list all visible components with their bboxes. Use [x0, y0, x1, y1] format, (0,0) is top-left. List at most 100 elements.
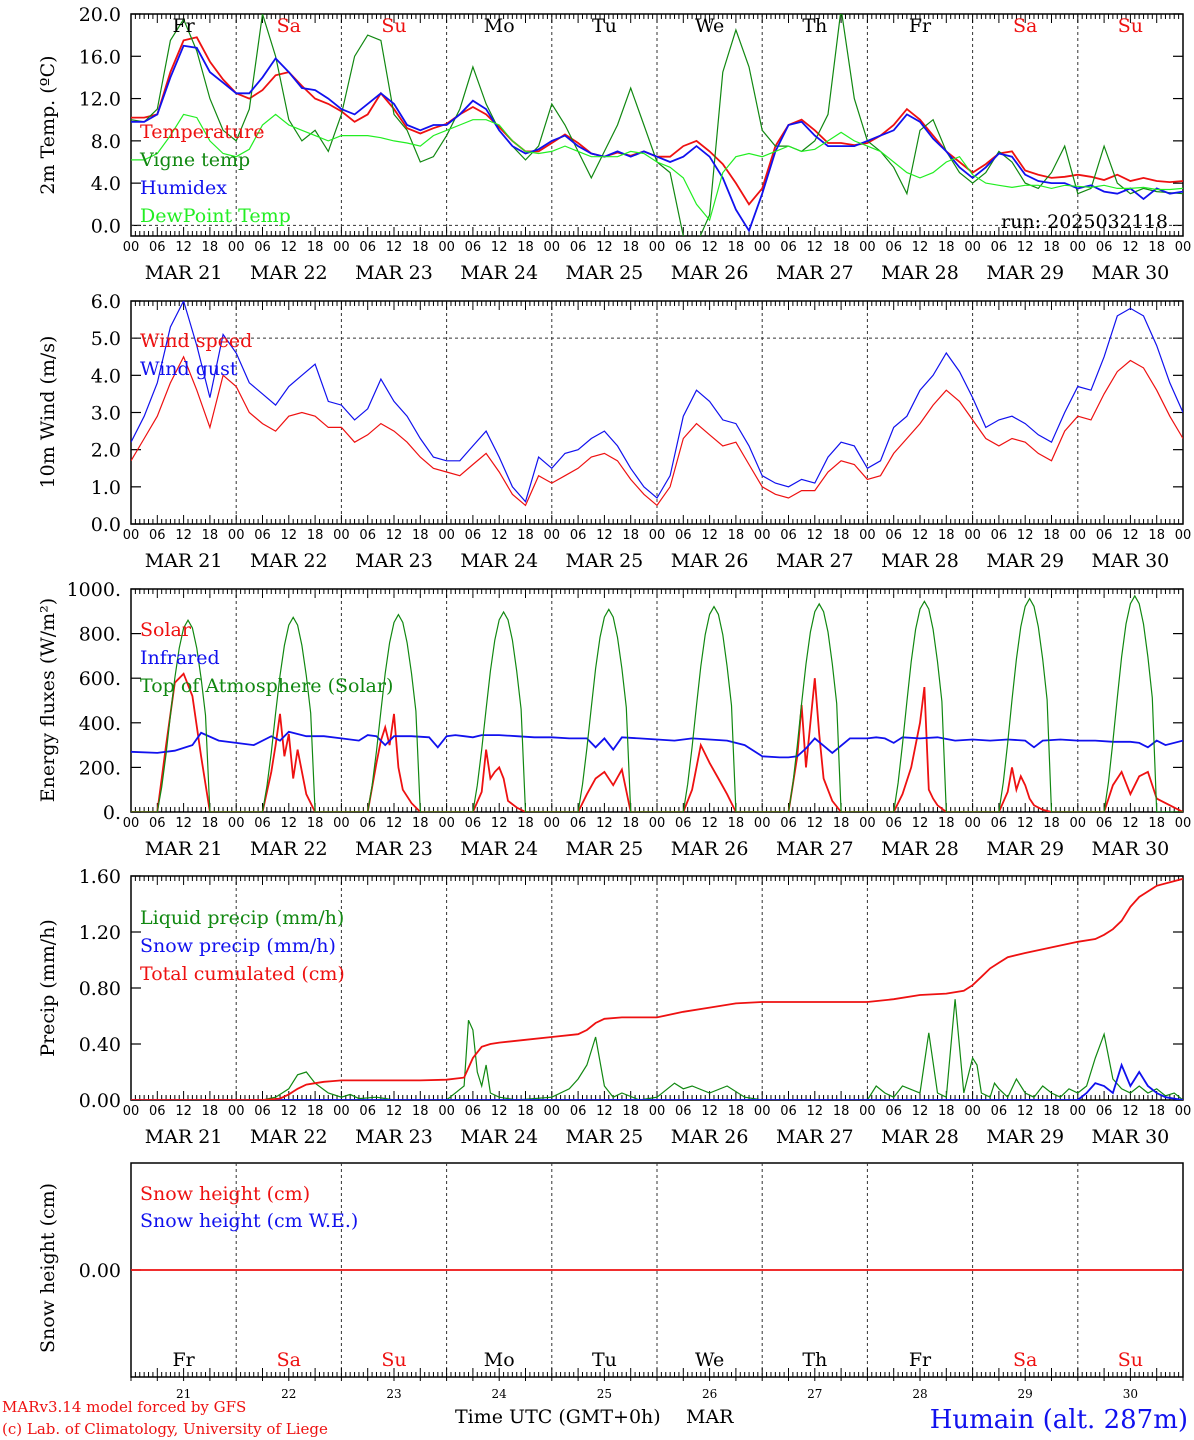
hour-tick-label: 12 — [281, 1104, 298, 1119]
hour-tick-label: 12 — [912, 240, 929, 255]
y-tick-label: 600. — [79, 668, 121, 690]
date-label: MAR 27 — [776, 262, 854, 284]
y-tick-label: 16.0 — [79, 46, 121, 68]
hour-tick-label: 18 — [1148, 1104, 1165, 1119]
hour-tick-label: 06 — [885, 528, 902, 543]
series-wind-speed — [131, 355, 1183, 507]
day-number-label: 22 — [281, 1387, 296, 1401]
y-tick-label: 0.00 — [79, 1260, 121, 1282]
hour-tick-label: 18 — [938, 528, 955, 543]
weekday-label: Su — [1118, 1349, 1143, 1371]
hour-tick-label: 00 — [1175, 240, 1192, 255]
hour-tick-label: 12 — [281, 528, 298, 543]
legend-entry: Wind speed — [140, 330, 252, 352]
hour-tick-label: 18 — [728, 1104, 745, 1119]
hour-tick-label: 06 — [991, 1104, 1008, 1119]
y-tick-label: 400. — [79, 713, 121, 735]
lab-credit: (c) Lab. of Climatology, University of L… — [2, 1420, 328, 1438]
weekday-label: We — [695, 15, 724, 37]
weekday-label: Su — [381, 1349, 406, 1371]
weekday-label: Th — [802, 1349, 827, 1371]
y-axis-label: 2m Temp. (ºC) — [37, 55, 59, 194]
weekday-label: Th — [802, 15, 827, 37]
y-tick-label: 1.60 — [79, 866, 121, 888]
weekday-label: Fr — [909, 1349, 932, 1371]
date-label: MAR 29 — [986, 262, 1064, 284]
day-number-label: 27 — [807, 1387, 822, 1401]
hour-tick-label: 00 — [333, 528, 350, 543]
y-tick-label: 1.0 — [91, 477, 121, 499]
x-axis-title: Time UTC (GMT+0h) — [455, 1406, 661, 1428]
hour-tick-label: 12 — [1122, 240, 1139, 255]
hour-tick-label: 18 — [1043, 1104, 1060, 1119]
panel-2: 0.0 1.0 2.0 3.0 4.0 5.0 6.0 10m Wind (m/s) Wind … — [37, 291, 1191, 572]
hour-tick-label: 00 — [544, 1104, 561, 1119]
hour-tick-label: 06 — [885, 1104, 902, 1119]
footer: MARv3.14 model forced by GFS (c) Lab. of… — [2, 1398, 1188, 1438]
hour-tick-label: 12 — [912, 1104, 929, 1119]
legend-entry: Top of Atmosphere (Solar) — [140, 675, 393, 697]
series-infrared — [131, 730, 1183, 759]
hour-tick-label: 00 — [544, 528, 561, 543]
date-label: MAR 24 — [460, 1126, 538, 1148]
y-tick-label: 1000. — [67, 579, 121, 601]
hour-tick-label: 06 — [991, 528, 1008, 543]
hour-tick-label: 00 — [123, 240, 140, 255]
hour-tick-label: 12 — [701, 240, 718, 255]
date-label: MAR 30 — [1092, 1126, 1170, 1148]
hour-tick-label: 06 — [254, 816, 271, 831]
hour-tick-label: 00 — [649, 816, 666, 831]
hour-tick-label: 12 — [1017, 816, 1034, 831]
day-number-label: 21 — [176, 1387, 191, 1401]
legend-entry: DewPoint Temp — [140, 205, 291, 227]
y-axis-label: Precip (mm/h) — [37, 919, 59, 1057]
hour-tick-label: 18 — [412, 1104, 429, 1119]
weekday-label: Sa — [277, 15, 301, 37]
hour-tick-label: 00 — [754, 240, 771, 255]
series-total-cumulated-cm- — [131, 877, 1183, 1100]
hour-tick-label: 12 — [491, 528, 508, 543]
weekday-label: Fr — [172, 15, 195, 37]
hour-tick-label: 00 — [228, 240, 245, 255]
hour-tick-label: 18 — [307, 1104, 324, 1119]
date-label: MAR 23 — [355, 550, 433, 572]
hour-tick-label: 12 — [596, 240, 613, 255]
weekday-label: Tu — [592, 15, 617, 37]
weekday-label: We — [695, 1349, 724, 1371]
hour-tick-label: 06 — [1096, 240, 1113, 255]
hour-tick-label: 18 — [517, 240, 534, 255]
hour-tick-label: 00 — [438, 816, 455, 831]
date-label: MAR 30 — [1092, 262, 1170, 284]
hour-tick-label: 00 — [1175, 816, 1192, 831]
date-label: MAR 21 — [145, 1126, 223, 1148]
run-label: run: 2025032118 — [1001, 211, 1168, 233]
hour-tick-label: 12 — [912, 528, 929, 543]
hour-tick-label: 06 — [991, 240, 1008, 255]
hour-tick-label: 00 — [438, 240, 455, 255]
date-label: MAR 23 — [355, 1126, 433, 1148]
hour-tick-label: 06 — [149, 240, 166, 255]
date-label: MAR 29 — [986, 550, 1064, 572]
weekday-label: Fr — [172, 1349, 195, 1371]
hour-tick-label: 00 — [544, 816, 561, 831]
y-tick-label: 20.0 — [79, 4, 121, 26]
hour-tick-label: 18 — [938, 240, 955, 255]
hour-tick-label: 06 — [675, 240, 692, 255]
date-label: MAR 22 — [250, 550, 328, 572]
hour-tick-label: 00 — [228, 528, 245, 543]
date-label: MAR 24 — [460, 550, 538, 572]
day-number-label: 24 — [492, 1387, 508, 1401]
weekday-label: Sa — [277, 1349, 301, 1371]
hour-tick-label: 18 — [307, 816, 324, 831]
hour-tick-label: 18 — [622, 816, 639, 831]
date-label: MAR 21 — [145, 550, 223, 572]
hour-tick-label: 12 — [807, 816, 824, 831]
hour-tick-label: 06 — [465, 816, 482, 831]
hour-tick-label: 06 — [675, 528, 692, 543]
hour-tick-label: 12 — [491, 240, 508, 255]
hour-tick-label: 12 — [386, 240, 403, 255]
hour-tick-label: 06 — [780, 1104, 797, 1119]
date-label: MAR 30 — [1092, 838, 1170, 860]
legend-entry: Liquid precip (mm/h) — [140, 907, 344, 929]
